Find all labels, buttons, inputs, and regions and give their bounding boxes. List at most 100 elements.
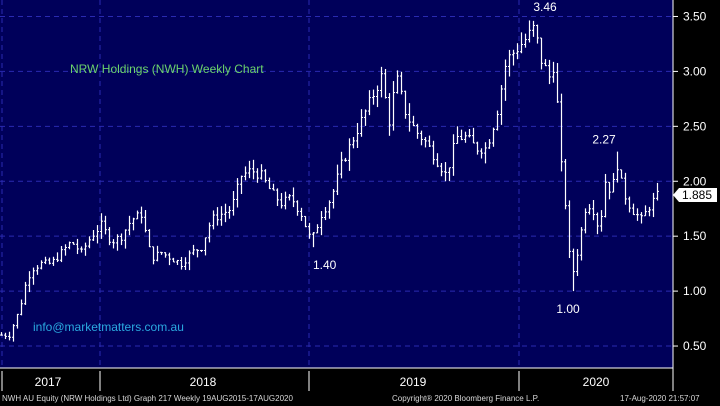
price-bar bbox=[28, 271, 31, 293]
price-bar bbox=[368, 90, 371, 116]
price-bar bbox=[324, 207, 327, 221]
price-annotation: 1.00 bbox=[556, 302, 580, 316]
price-bar bbox=[216, 207, 219, 226]
x-tick-label: 2018 bbox=[190, 375, 217, 389]
x-tick-label: 2017 bbox=[35, 375, 62, 389]
price-bar bbox=[576, 249, 579, 277]
price-bar bbox=[548, 59, 551, 85]
price-bar bbox=[80, 246, 83, 253]
price-bar bbox=[92, 229, 95, 241]
price-bar bbox=[492, 127, 495, 147]
price-annotation: 2.27 bbox=[592, 133, 616, 147]
price-bar bbox=[624, 172, 627, 205]
price-bar bbox=[108, 227, 111, 246]
price-bar bbox=[44, 256, 47, 265]
price-bar bbox=[476, 141, 479, 155]
y-tick-label: 2.50 bbox=[683, 119, 707, 133]
price-bar bbox=[560, 93, 563, 172]
price-bar bbox=[148, 229, 151, 248]
price-bar bbox=[456, 126, 459, 144]
y-tick-label: 0.50 bbox=[683, 339, 707, 353]
price-bar bbox=[300, 207, 303, 221]
price-bar bbox=[24, 281, 27, 305]
price-bar bbox=[412, 115, 415, 127]
price-annotations: 1.40 3.46 1.00 2.27 bbox=[313, 0, 616, 316]
price-bar bbox=[104, 215, 107, 235]
y-tick-label: 1.00 bbox=[683, 284, 707, 298]
price-bar bbox=[584, 208, 587, 234]
price-bar bbox=[168, 252, 171, 266]
price-chart: 1.40 3.46 1.00 2.27 0.50 1.00 1.50 2.00 2.50 3.0… bbox=[0, 0, 717, 391]
price-bar bbox=[520, 32, 523, 54]
x-tick-label: 2019 bbox=[400, 375, 427, 389]
last-price-label: 1.885 bbox=[682, 188, 712, 202]
price-bar bbox=[504, 59, 507, 101]
price-bar bbox=[116, 234, 119, 251]
price-bar bbox=[384, 68, 387, 99]
last-price-marker: 1.885 bbox=[673, 188, 717, 202]
price-bar bbox=[60, 246, 63, 263]
price-bar bbox=[480, 148, 483, 159]
grid-lines bbox=[0, 0, 673, 368]
price-bar bbox=[96, 225, 99, 244]
price-bar bbox=[184, 257, 187, 270]
price-bar bbox=[100, 213, 103, 239]
price-bar bbox=[540, 37, 543, 70]
price-bar bbox=[236, 178, 239, 208]
price-bar bbox=[372, 89, 375, 105]
price-bar bbox=[248, 160, 251, 179]
price-bar bbox=[552, 61, 555, 83]
price-bar bbox=[180, 256, 183, 270]
price-bar bbox=[388, 93, 391, 136]
price-bar bbox=[364, 109, 367, 126]
price-bar bbox=[140, 206, 143, 224]
x-axis-ticks: 2017 2018 2019 2020 bbox=[0, 367, 673, 391]
footer-bar: NWH AU Equity (NRW Holdings Ltd) Graph 2… bbox=[0, 391, 720, 406]
last-price-badge bbox=[673, 188, 717, 202]
price-bar bbox=[192, 244, 195, 256]
price-bar bbox=[488, 139, 491, 149]
price-bar bbox=[16, 313, 19, 329]
price-bar bbox=[464, 131, 467, 143]
price-bar bbox=[256, 168, 259, 183]
price-bar bbox=[204, 237, 207, 256]
price-bar bbox=[556, 63, 559, 103]
price-bar bbox=[408, 103, 411, 132]
price-bar bbox=[512, 49, 515, 66]
price-bar bbox=[328, 200, 331, 219]
price-bar bbox=[292, 187, 295, 208]
price-bar bbox=[484, 142, 487, 164]
price-bar bbox=[508, 49, 511, 77]
footer-copyright: Copyright® 2020 Bloomberg Finance L.P. bbox=[392, 394, 540, 403]
price-bar bbox=[72, 241, 75, 245]
price-bar bbox=[380, 66, 383, 98]
price-bar bbox=[432, 140, 435, 165]
price-bar bbox=[136, 210, 139, 220]
price-bar bbox=[288, 194, 291, 201]
price-bar bbox=[280, 193, 283, 209]
price-bar bbox=[68, 241, 71, 250]
price-bar bbox=[640, 212, 643, 224]
price-bar bbox=[428, 135, 431, 148]
price-bar bbox=[336, 164, 339, 196]
price-bar bbox=[8, 331, 11, 341]
price-bar bbox=[544, 59, 547, 67]
price-bar bbox=[252, 159, 255, 180]
price-bar bbox=[516, 43, 519, 60]
price-bar bbox=[308, 222, 311, 239]
price-bar bbox=[356, 122, 359, 148]
price-bar bbox=[228, 206, 231, 219]
price-bar bbox=[296, 200, 299, 216]
price-bar bbox=[444, 162, 447, 182]
price-bar bbox=[284, 191, 287, 210]
price-bar bbox=[88, 236, 91, 249]
price-bar bbox=[564, 159, 567, 210]
price-bar bbox=[608, 181, 611, 200]
price-annotation: 1.40 bbox=[313, 258, 337, 272]
price-bar bbox=[220, 206, 223, 226]
price-bar bbox=[36, 265, 39, 275]
price-bar bbox=[268, 177, 271, 190]
price-bar bbox=[352, 136, 355, 149]
price-bar bbox=[392, 81, 395, 131]
price-bar bbox=[332, 189, 335, 209]
